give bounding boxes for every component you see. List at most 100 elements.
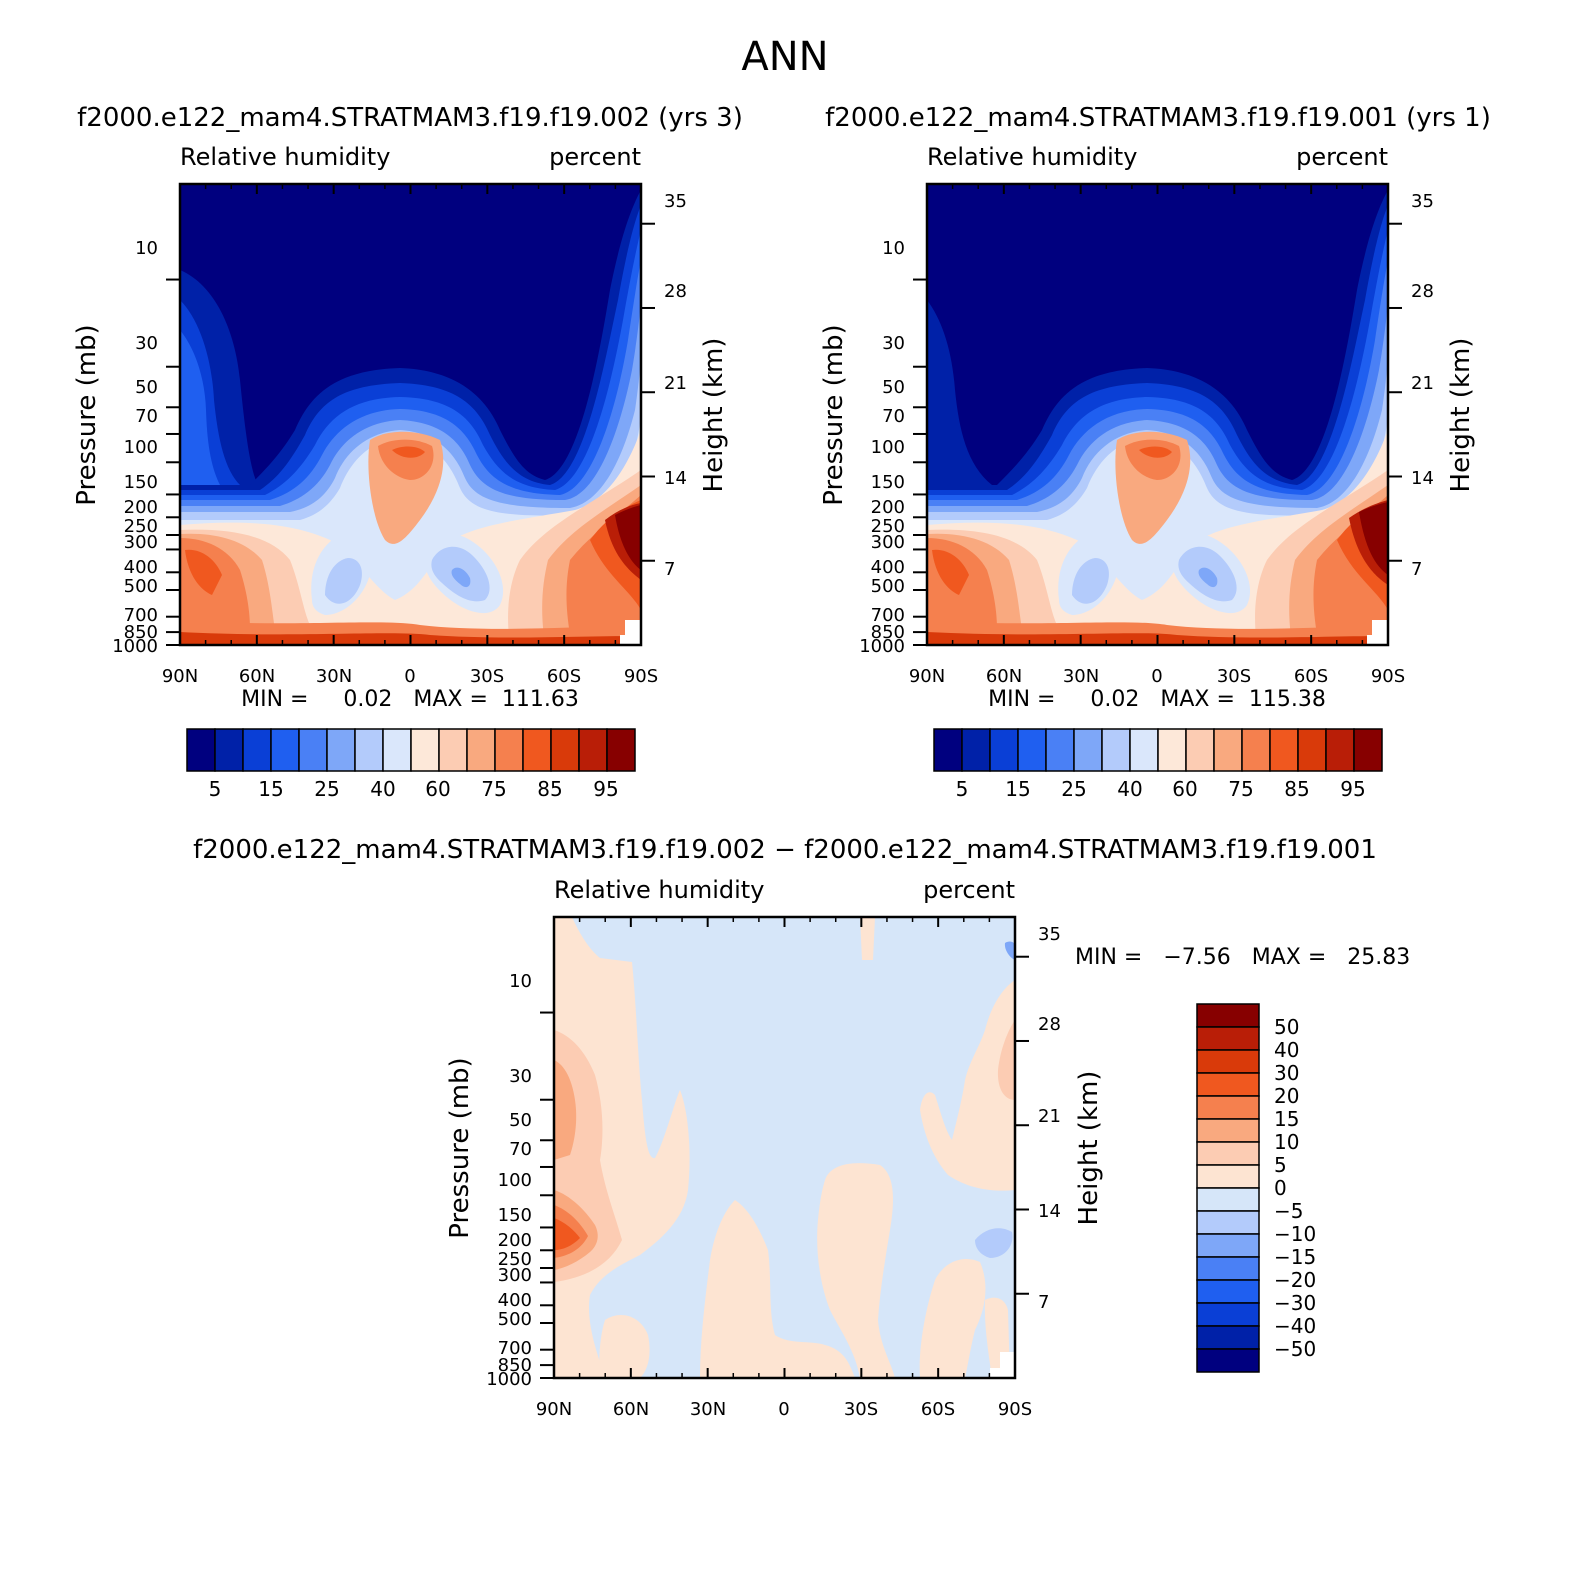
panel-b-ytick-right: 21 — [1411, 373, 1434, 394]
panel-c-cbar-label: 10 — [1274, 1130, 1299, 1154]
panel-header-left: f2000.e122_mam4.STRATMAM3.f19.f19.002 (y… — [77, 103, 743, 133]
colorbar-swatch — [1353, 728, 1383, 772]
panel-b-ytick: 250 — [871, 516, 905, 537]
colorbar-swatch — [466, 728, 496, 772]
panel-c-cbar-label: −15 — [1274, 1245, 1316, 1269]
panel-a-ytick: 400 — [124, 557, 158, 578]
panel-a-ticks — [166, 184, 655, 646]
colorbar-swatch — [989, 728, 1019, 772]
panel-b-cbar-label: 15 — [1005, 777, 1030, 801]
colorbar-swatch — [1157, 728, 1187, 772]
colorbar-swatch — [1325, 728, 1355, 772]
colorbar-swatch — [933, 728, 963, 772]
panel-c-cbar-label: 5 — [1274, 1153, 1287, 1177]
panel-a-xtick: 30N — [316, 666, 352, 687]
panel-c-ytick-right: 35 — [1038, 924, 1061, 945]
colorbar-swatch — [270, 728, 300, 772]
panel-b-ytick-right: 14 — [1411, 468, 1434, 489]
panel-c-cbar-label: −50 — [1274, 1337, 1316, 1361]
colorbar-swatch — [1297, 728, 1327, 772]
panel-a-minmax: MIN = 0.02 MAX = 111.63 — [241, 687, 579, 712]
panel-c-ytick: 200 — [498, 1230, 532, 1251]
panel-c-cbar-label: 15 — [1274, 1107, 1299, 1131]
panel-c-xtick: 30N — [690, 1399, 726, 1420]
panel-a-ytick: 70 — [135, 406, 158, 427]
panel-c-ytick: 30 — [509, 1066, 532, 1087]
panel-b-ylabel: Pressure (mb) — [819, 324, 849, 505]
panel-b-cbar-label: 60 — [1172, 777, 1197, 801]
panel-c-ytick: 500 — [498, 1309, 532, 1330]
colorbar-swatch — [354, 728, 384, 772]
panel-c-colorbar — [1196, 1003, 1260, 1373]
panel-c-ytick: 70 — [509, 1139, 532, 1160]
panel-b-ytick-right: 35 — [1411, 191, 1434, 212]
colorbar-swatch — [1196, 1118, 1260, 1143]
panel-c-ytick: 1000 — [486, 1369, 532, 1390]
panel-b-ytick: 850 — [871, 622, 905, 643]
panel-c: Relative humidity percent — [445, 876, 1410, 1420]
panel-b-xtick: 60S — [1294, 666, 1328, 687]
panel-c-contour-field — [554, 917, 1015, 1378]
panel-b-ytick-right: 7 — [1411, 559, 1422, 580]
colorbar-swatch — [1196, 1325, 1260, 1350]
colorbar-swatch — [1196, 1095, 1260, 1120]
panel-a-ytick: 250 — [124, 516, 158, 537]
panel-c-ytick-right: 7 — [1038, 1292, 1049, 1313]
colorbar-swatch — [961, 728, 991, 772]
colorbar-swatch — [1129, 728, 1159, 772]
panel-c-xtick: 60N — [613, 1399, 649, 1420]
panel-a-variable: Relative humidity — [180, 143, 390, 171]
colorbar-swatch — [550, 728, 580, 772]
panel-a-ytick: 100 — [124, 437, 158, 458]
panel-c-ytick: 400 — [498, 1290, 532, 1311]
panel-a-xtick: 30S — [470, 666, 504, 687]
panel-c-xtick: 0 — [778, 1399, 789, 1420]
colorbar-swatch — [1185, 728, 1215, 772]
panel-b-colorbar — [933, 728, 1383, 772]
panel-b-cbar-label: 95 — [1340, 777, 1365, 801]
colorbar-swatch — [1017, 728, 1047, 772]
colorbar-swatch — [578, 728, 608, 772]
panel-b-cbar-label: 85 — [1284, 777, 1309, 801]
colorbar-swatch — [242, 728, 272, 772]
panel-c-ticks — [540, 917, 1029, 1379]
panel-b-ytick: 150 — [871, 472, 905, 493]
colorbar-swatch — [522, 728, 552, 772]
colorbar-swatch — [1196, 1026, 1260, 1051]
panel-a-ytick: 1000 — [112, 636, 158, 657]
panel-b-ytick: 300 — [871, 532, 905, 553]
panel-a-ytick-right: 21 — [664, 373, 687, 394]
colorbar-swatch — [494, 728, 524, 772]
panel-c-ytick: 300 — [498, 1265, 532, 1286]
panel-c-variable: Relative humidity — [554, 876, 764, 904]
panel-b-cbar-label: 75 — [1228, 777, 1253, 801]
colorbar-swatch — [438, 728, 468, 772]
panel-a-ytick: 500 — [124, 576, 158, 597]
colorbar-swatch — [1196, 1210, 1260, 1235]
colorbar-swatch — [1241, 728, 1271, 772]
colorbar-swatch — [186, 728, 216, 772]
panel-c-xtick: 60S — [921, 1399, 955, 1420]
panel-a-ytick: 30 — [135, 333, 158, 354]
panel-b-ytick: 200 — [871, 497, 905, 518]
colorbar-swatch — [326, 728, 356, 772]
panel-b-ytick: 700 — [871, 605, 905, 626]
colorbar-swatch — [1196, 1187, 1260, 1212]
panel-a-xtick: 90S — [624, 666, 658, 687]
panel-a-xtick: 0 — [404, 666, 415, 687]
colorbar-swatch — [298, 728, 328, 772]
panel-b-ytick: 50 — [882, 377, 905, 398]
panel-a-xtick: 90N — [162, 666, 198, 687]
panel-a-cbar-label: 85 — [537, 777, 562, 801]
panel-c-cbar-label: 50 — [1274, 1015, 1299, 1039]
panel-b-cbar-label: 5 — [956, 777, 969, 801]
panel-c-ytick-right: 14 — [1038, 1201, 1061, 1222]
panel-b-ytick: 500 — [871, 576, 905, 597]
panel-a-ylabel: Pressure (mb) — [72, 324, 102, 505]
panel-a-ytick-right: 35 — [664, 191, 687, 212]
panel-a-colorbar — [186, 728, 636, 772]
panel-a-cbar-label: 60 — [425, 777, 450, 801]
panel-a-ytick: 300 — [124, 532, 158, 553]
panel-b-ytick: 1000 — [859, 636, 905, 657]
